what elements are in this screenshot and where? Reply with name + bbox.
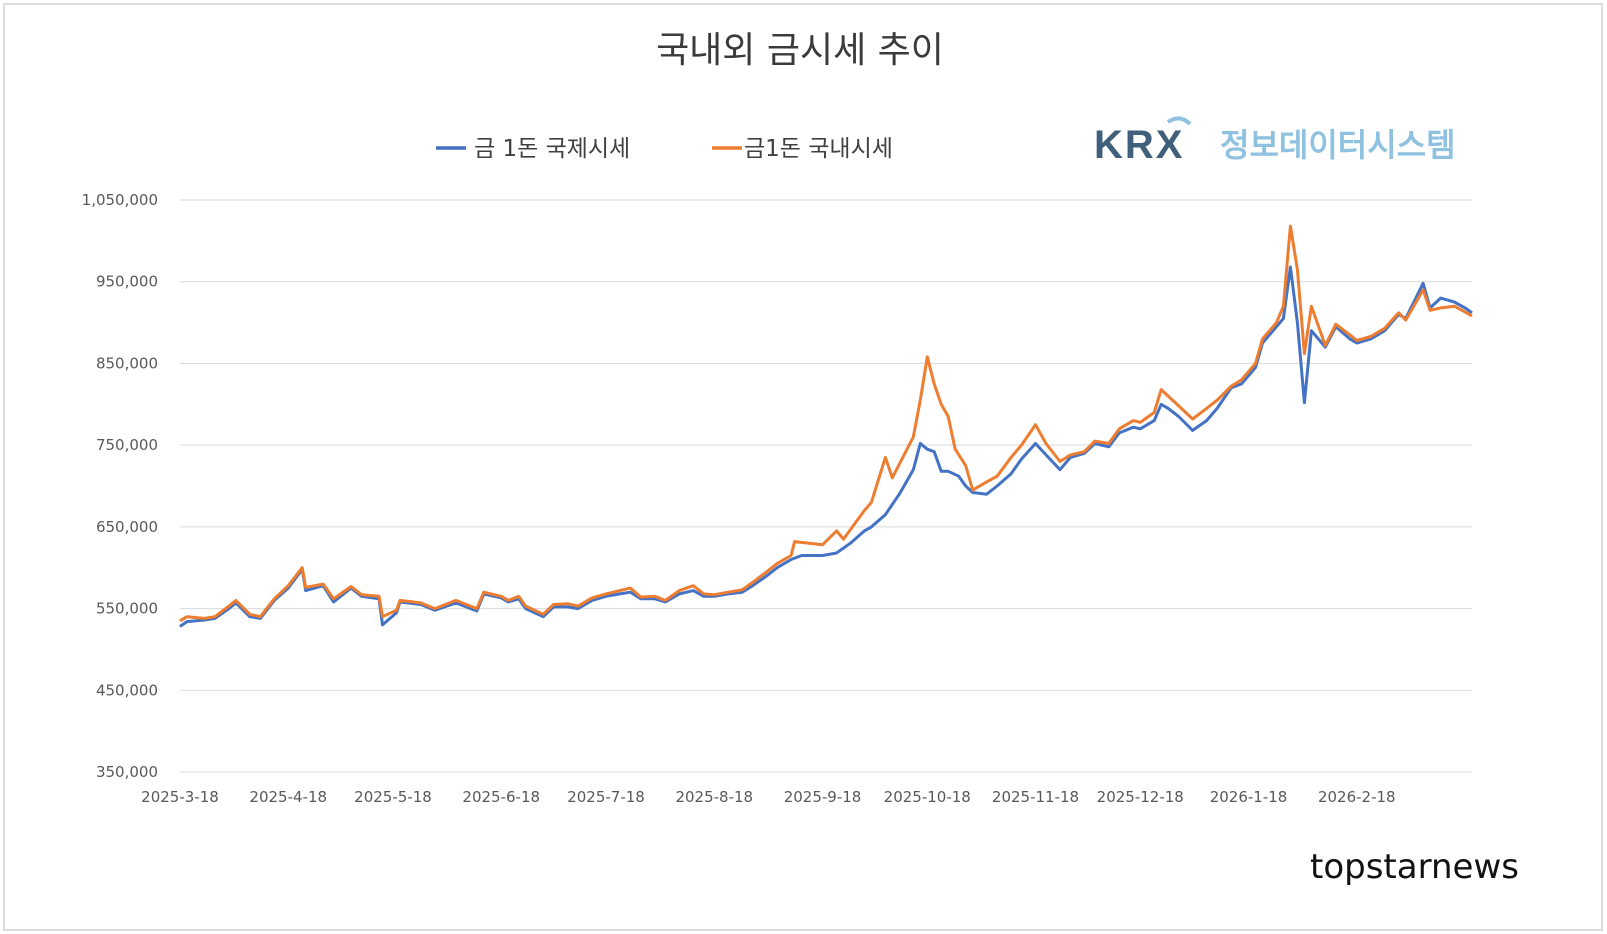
x-tick-label: 2025-9-18 — [784, 788, 862, 806]
x-tick-label: 2025-5-18 — [354, 788, 432, 806]
x-tick-label: 2026-1-18 — [1210, 788, 1288, 806]
credit-watermark: topstarnews — [1310, 847, 1519, 887]
legend-label-international: 금 1돈 국제시세 — [474, 136, 630, 162]
y-tick-label: 1,050,000 — [82, 191, 158, 209]
krx-logo-swoosh-icon — [1166, 116, 1192, 126]
x-tick-label: 2025-3-18 — [141, 788, 219, 806]
y-tick-label: 950,000 — [96, 273, 158, 291]
y-tick-label: 650,000 — [96, 518, 158, 536]
chart-title: 국내외 금시세 추이 — [656, 30, 944, 71]
y-tick-label: 350,000 — [96, 763, 158, 781]
x-axis: 2025-3-18 2025-4-18 2025-5-18 2025-6-18 2025… — [141, 788, 1395, 806]
series-lines — [179, 224, 1473, 628]
x-tick-label: 2025-7-18 — [567, 788, 645, 806]
krx-logo: KRX 정보데이터시스템 — [1094, 116, 1456, 167]
chart-frame — [3, 3, 1603, 931]
legend: 금 1돈 국제시세 금1돈 국내시세 — [436, 136, 893, 162]
y-tick-label: 550,000 — [96, 600, 158, 618]
y-tick-label: 750,000 — [96, 436, 158, 454]
y-tick-label: 850,000 — [96, 354, 158, 372]
grid-lines — [180, 199, 1472, 773]
x-tick-label: 2025-4-18 — [249, 788, 327, 806]
x-tick-label: 2025-10-18 — [884, 788, 971, 806]
series-line-domestic — [179, 224, 1473, 623]
krx-logo-subtitle: 정보데이터시스템 — [1220, 126, 1456, 164]
x-tick-label: 2025-6-18 — [462, 788, 540, 806]
x-tick-label: 2025-12-18 — [1097, 788, 1184, 806]
krx-logo-text: KRX — [1094, 123, 1184, 167]
y-tick-label: 450,000 — [96, 681, 158, 699]
x-tick-label: 2026-2-18 — [1318, 788, 1396, 806]
y-axis: 350,000 450,000 550,000 650,000 750,000 850,0… — [82, 191, 158, 781]
x-tick-label: 2025-11-18 — [992, 788, 1079, 806]
x-tick-label: 2025-8-18 — [675, 788, 753, 806]
legend-label-domestic: 금1돈 국내시세 — [744, 136, 893, 162]
